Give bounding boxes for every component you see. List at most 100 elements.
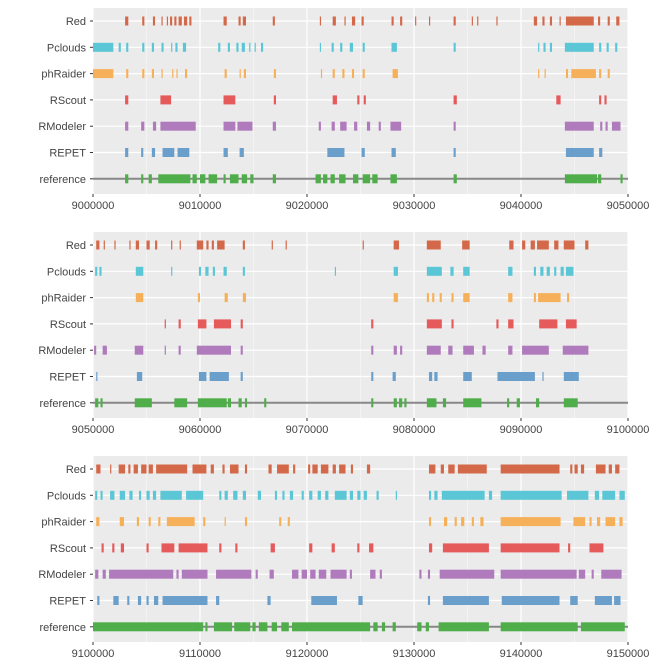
feature-bar bbox=[563, 398, 578, 408]
feature-bar bbox=[594, 596, 612, 605]
feature-bar bbox=[392, 622, 396, 632]
track-phraider bbox=[93, 69, 610, 79]
feature-bar bbox=[570, 464, 573, 474]
feature-bar bbox=[148, 517, 151, 527]
feature-bar bbox=[607, 69, 610, 79]
feature-bar bbox=[362, 69, 365, 79]
feature-bar bbox=[211, 240, 214, 250]
track-phraider bbox=[96, 517, 623, 527]
x-tick-label: 9070000 bbox=[286, 424, 329, 436]
feature-bar bbox=[488, 490, 493, 500]
feature-bar bbox=[205, 622, 208, 632]
feature-bar bbox=[615, 464, 620, 474]
feature-bar bbox=[450, 266, 454, 276]
feature-bar bbox=[218, 42, 221, 52]
feature-bar bbox=[254, 42, 256, 52]
feature-bar bbox=[400, 16, 403, 26]
feature-bar bbox=[620, 174, 623, 184]
feature-bar bbox=[381, 622, 386, 632]
feature-bar bbox=[242, 16, 247, 26]
x-tick-label: 9010000 bbox=[179, 200, 222, 212]
feature-bar bbox=[496, 16, 498, 26]
feature-bar bbox=[462, 240, 470, 250]
feature-bar bbox=[516, 398, 520, 408]
feature-bar bbox=[112, 543, 115, 553]
feature-bar bbox=[250, 174, 254, 184]
track-rmodeler bbox=[95, 569, 622, 579]
track-red bbox=[96, 464, 620, 474]
track-reference bbox=[125, 174, 623, 184]
feature-bar bbox=[239, 69, 241, 79]
track-reference bbox=[93, 622, 625, 632]
feature-bar bbox=[125, 148, 129, 157]
feature-bar bbox=[565, 319, 577, 329]
feature-bar bbox=[217, 240, 225, 250]
feature-bar bbox=[549, 16, 553, 26]
feature-bar bbox=[151, 42, 154, 52]
feature-bar bbox=[166, 517, 195, 527]
feature-bar bbox=[267, 596, 271, 605]
feature-bar bbox=[471, 517, 474, 527]
feature-bar bbox=[320, 464, 329, 474]
feature-bar bbox=[565, 69, 569, 79]
feature-bar bbox=[477, 16, 479, 26]
feature-bar bbox=[96, 372, 98, 381]
feature-bar bbox=[242, 240, 245, 250]
feature-bar bbox=[252, 622, 256, 632]
feature-bar bbox=[549, 42, 553, 52]
feature-bar bbox=[500, 464, 560, 474]
feature-bar bbox=[332, 464, 336, 474]
feature-bar bbox=[152, 490, 157, 500]
feature-bar bbox=[273, 69, 276, 79]
feature-bar bbox=[428, 490, 432, 500]
feature-bar bbox=[152, 121, 157, 131]
feature-bar bbox=[391, 42, 397, 52]
feature-bar bbox=[415, 16, 417, 26]
feature-bar bbox=[319, 42, 322, 52]
feature-bar bbox=[507, 398, 510, 408]
feature-bar bbox=[93, 69, 114, 79]
feature-bar bbox=[282, 490, 285, 500]
feature-bar bbox=[604, 95, 607, 105]
feature-bar bbox=[453, 16, 456, 26]
feature-bar bbox=[118, 464, 126, 474]
x-tick-label: 9000000 bbox=[72, 200, 115, 212]
feature-bar bbox=[289, 490, 294, 500]
feature-bar bbox=[99, 266, 102, 276]
feature-bar bbox=[213, 622, 233, 632]
track-rmodeler bbox=[125, 121, 621, 131]
x-tick-label: 9060000 bbox=[179, 424, 222, 436]
feature-bar bbox=[224, 293, 228, 303]
feature-bar bbox=[164, 345, 166, 355]
feature-bar bbox=[101, 543, 104, 553]
feature-bar bbox=[373, 622, 378, 632]
feature-bar bbox=[496, 319, 499, 329]
feature-bar bbox=[216, 596, 220, 605]
track-label: Red bbox=[66, 464, 86, 476]
feature-bar bbox=[596, 517, 601, 527]
track-label: phRaider bbox=[41, 517, 86, 529]
feature-bar bbox=[309, 543, 313, 553]
feature-bar bbox=[135, 266, 144, 276]
x-tick-label: 9090000 bbox=[500, 424, 543, 436]
feature-bar bbox=[166, 16, 169, 26]
feature-bar bbox=[426, 345, 441, 355]
feature-bar bbox=[234, 622, 251, 632]
feature-bar bbox=[619, 517, 623, 527]
feature-bar bbox=[103, 240, 105, 250]
feature-bar bbox=[589, 517, 592, 527]
feature-bar bbox=[366, 464, 371, 474]
feature-bar bbox=[148, 174, 152, 184]
feature-bar bbox=[615, 42, 618, 52]
track-label: RModeler bbox=[38, 345, 86, 357]
feature-bar bbox=[565, 148, 594, 157]
feature-bar bbox=[428, 517, 432, 527]
feature-bar bbox=[161, 543, 175, 553]
feature-bar bbox=[568, 543, 571, 553]
feature-bar bbox=[129, 240, 131, 250]
feature-bar bbox=[580, 464, 585, 474]
feature-bar bbox=[349, 569, 352, 579]
feature-bar bbox=[451, 319, 454, 329]
feature-bar bbox=[426, 240, 441, 250]
feature-bar bbox=[197, 398, 227, 408]
